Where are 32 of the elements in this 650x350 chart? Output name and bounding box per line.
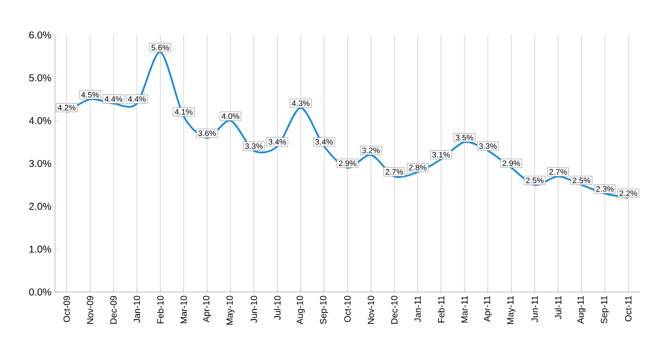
y-tick-label: 0.0%	[29, 288, 52, 296]
x-tick-label: Sep-11	[600, 296, 609, 324]
x-tick-label: Jun-10	[250, 296, 258, 323]
x-tick-label: Feb-11	[438, 296, 444, 323]
x-tick-label: Oct-09	[64, 296, 70, 322]
y-tick-label: 2.0%	[29, 202, 52, 210]
x-tick-label: Jan-10	[134, 296, 140, 323]
x-tick-label: Nov-10	[368, 296, 374, 324]
x-tick-label: Dec-10	[391, 296, 398, 324]
x-tick-label: Aug-10	[296, 296, 305, 324]
x-tick-label: Oct-10	[344, 296, 351, 322]
y-tick-label: 6.0%	[29, 31, 52, 39]
y-tick-label: 3.0%	[29, 160, 52, 168]
x-tick-label: Feb-10	[157, 296, 164, 324]
x-tick-label: Mar-10	[180, 296, 187, 324]
y-tick-label: 4.0%	[29, 117, 52, 124]
x-tick-label: Dec-09	[110, 296, 117, 324]
x-tick-label: Jul-11	[554, 296, 562, 320]
x-tick-label: Nov-09	[86, 296, 94, 324]
x-tick-label: Apr-11	[484, 296, 492, 322]
x-tick-label: Jan-11	[414, 296, 421, 322]
y-tick-label: 1.0%	[30, 246, 52, 253]
x-tick-label: Oct-11	[625, 296, 632, 322]
x-tick-label: May-10	[226, 296, 235, 325]
x-tick-label: Sep-10	[320, 296, 328, 324]
y-tick-label: 5.0%	[29, 74, 52, 82]
x-tick-label: Jun-11	[532, 296, 538, 322]
x-tick-label: May-11	[507, 296, 516, 324]
x-tick-label: Apr-10	[203, 296, 212, 322]
x-tick-label: Aug-11	[577, 296, 586, 324]
x-tick-label: Mar-11	[461, 296, 468, 323]
x-tick-label: Jul-10	[274, 296, 281, 320]
